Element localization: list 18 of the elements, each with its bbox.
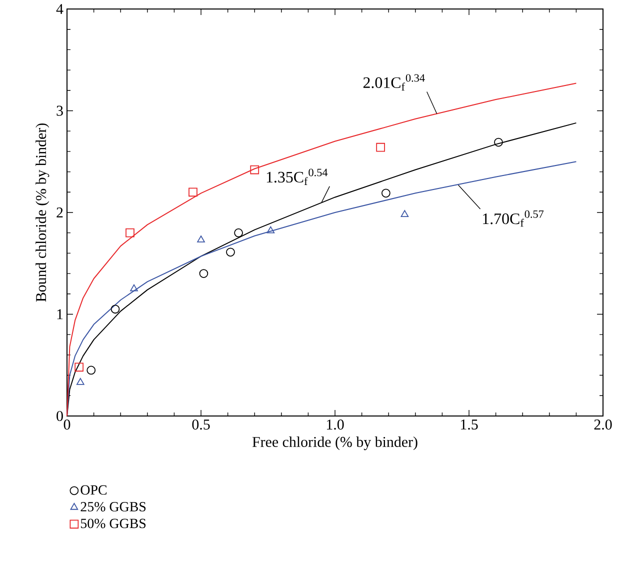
annotation: 1.35C$_{f}$0.54 [266,168,328,185]
y-axis-title: Bound chloride (% by binder) [36,124,50,302]
x-axis-title: Free chloride (% by binder) [252,436,418,450]
y-tick-label: 4 [56,4,64,14]
legend-label: 50% GGBS [80,518,146,528]
y-tick-label: 0 [56,410,63,422]
y-tick-label: 2 [56,208,63,218]
y-tick-label: 1 [57,309,63,320]
y-tick-label: 3 [56,106,63,116]
annotation: 1.70C$_{f}$0.57 [483,210,544,227]
x-tick-label: 0.5 [192,420,210,430]
annotation: 2.01C$_{f}$0.34 [363,74,425,90]
legend-label: OPC [80,485,107,495]
legend-label: 25% GGBS [80,502,146,512]
x-tick-label: 1.0 [326,420,344,430]
x-tick-label: 2.0 [594,420,612,430]
x-tick-label: 0 [64,420,70,430]
x-tick-label: 1.5 [460,420,478,430]
